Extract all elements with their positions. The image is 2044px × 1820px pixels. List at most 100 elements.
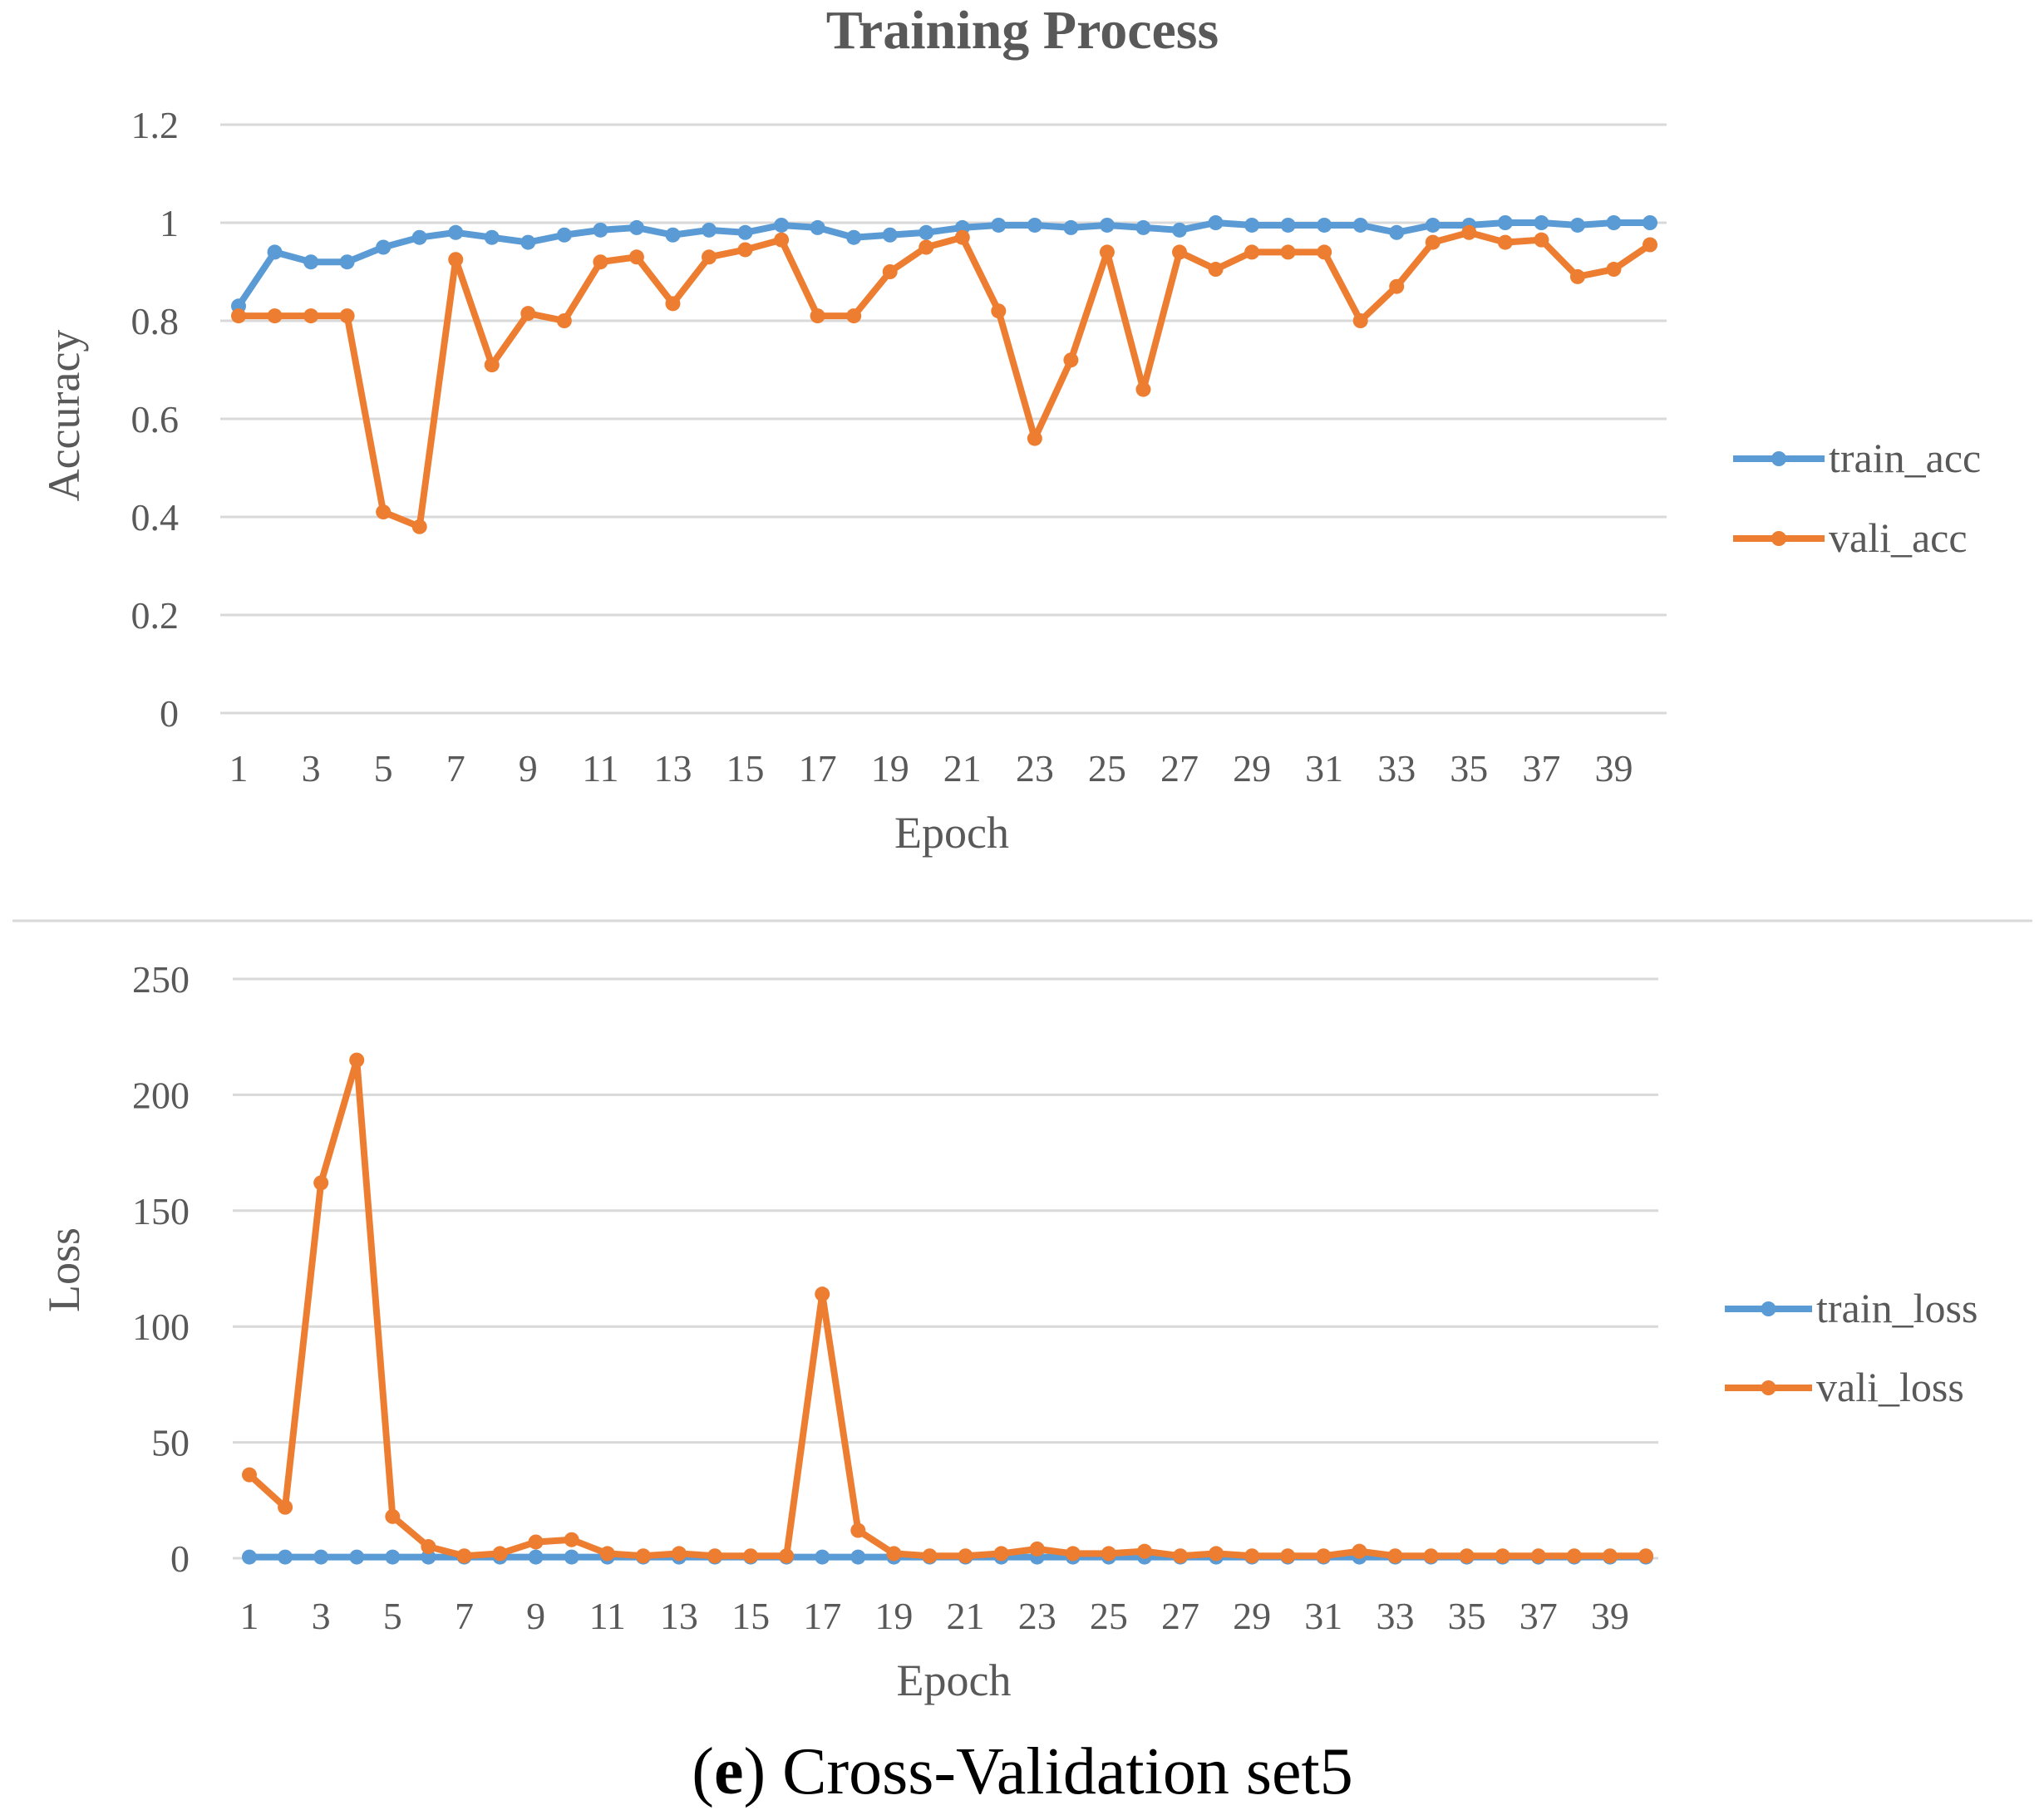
data-point-train_acc [774, 217, 790, 233]
data-point-vali_loss [743, 1548, 759, 1564]
data-point-vali_acc [1497, 234, 1513, 250]
x-tick-label: 5 [383, 1595, 402, 1637]
data-point-train_acc [1425, 217, 1441, 233]
data-point-vali_loss [1387, 1548, 1403, 1564]
data-point-train_acc [846, 229, 862, 245]
x-tick-label: 33 [1377, 747, 1416, 789]
data-point-vali_acc [628, 249, 644, 265]
data-point-vali_loss [313, 1175, 329, 1191]
data-point-train_acc [448, 224, 464, 240]
data-point-train_acc [1099, 217, 1115, 233]
data-point-train_acc [702, 222, 717, 238]
y-tick-label: 1 [160, 202, 179, 244]
data-point-vali_acc [1606, 262, 1622, 278]
data-point-train_acc [1534, 215, 1549, 230]
data-point-train_loss [850, 1549, 866, 1565]
data-point-train_acc [1172, 222, 1187, 238]
x-tick-label: 33 [1376, 1595, 1414, 1637]
data-point-vali_loss [1244, 1548, 1260, 1564]
x-tick-label: 21 [943, 747, 982, 789]
legend-label-vali_acc: vali_acc [1829, 514, 1968, 561]
data-point-vali_acc [702, 249, 717, 265]
x-tick-label: 11 [582, 747, 618, 789]
data-point-train_acc [1027, 217, 1042, 233]
x-tick-label: 35 [1450, 747, 1488, 789]
data-point-vali_acc [1352, 313, 1368, 328]
data-point-train_loss [564, 1549, 579, 1565]
data-point-train_acc [520, 234, 536, 250]
legend-marker-vali_loss [1761, 1380, 1776, 1395]
x-axis-title: Epoch [897, 1655, 1012, 1705]
caption-label: e [714, 1735, 744, 1808]
x-tick-label: 35 [1448, 1595, 1486, 1637]
data-point-vali_loss [1101, 1546, 1116, 1562]
legend-marker-train_acc [1771, 451, 1786, 466]
x-tick-label: 29 [1233, 747, 1271, 789]
x-tick-label: 31 [1305, 747, 1343, 789]
x-tick-label: 29 [1233, 1595, 1271, 1637]
x-tick-label: 3 [302, 747, 321, 789]
data-point-train_acc [1063, 219, 1079, 235]
x-tick-label: 19 [874, 1595, 913, 1637]
y-tick-label: 100 [132, 1306, 190, 1348]
data-point-vali_acc [1027, 430, 1042, 446]
data-point-vali_acc [665, 296, 681, 312]
series-line-train_acc [235, 219, 1653, 310]
data-point-vali_acc [1280, 244, 1296, 260]
x-tick-label: 13 [653, 747, 692, 789]
x-tick-label: 27 [1160, 747, 1199, 789]
data-point-vali_acc [411, 519, 427, 534]
data-point-vali_loss [993, 1546, 1009, 1562]
data-point-train_loss [528, 1549, 544, 1565]
data-point-vali_acc [1389, 278, 1405, 294]
data-point-vali_loss [492, 1546, 508, 1562]
x-tick-label: 27 [1161, 1595, 1199, 1637]
data-point-vali_loss [779, 1548, 795, 1564]
data-point-vali_acc [448, 252, 464, 268]
y-tick-label: 0.4 [131, 496, 180, 539]
y-tick-label: 150 [132, 1190, 190, 1232]
data-point-vali_loss [1280, 1548, 1296, 1564]
data-point-vali_acc [774, 232, 790, 248]
data-point-vali_loss [599, 1546, 615, 1562]
x-tick-label: 15 [726, 747, 765, 789]
y-axis-title: Accuracy [39, 330, 89, 502]
data-point-vali_acc [1172, 244, 1187, 260]
data-point-train_acc [376, 239, 392, 255]
x-tick-label: 23 [1018, 1595, 1056, 1637]
data-point-vali_loss [1209, 1546, 1224, 1562]
data-point-vali_loss [671, 1546, 687, 1562]
x-tick-label: 7 [446, 747, 465, 789]
x-tick-label: 17 [799, 747, 837, 789]
data-point-train_loss [242, 1549, 257, 1565]
series-line-vali_acc [235, 229, 1653, 530]
data-point-train_acc [1497, 215, 1513, 230]
data-point-vali_acc [231, 308, 246, 324]
legend-label-vali_loss: vali_loss [1816, 1364, 1964, 1410]
data-point-train_acc [303, 254, 319, 270]
x-tick-label: 23 [1016, 747, 1054, 789]
data-point-vali_loss [278, 1499, 293, 1515]
data-point-vali_loss [635, 1548, 651, 1564]
data-point-train_acc [593, 222, 608, 238]
x-tick-label: 1 [240, 1595, 259, 1637]
data-point-vali_loss [385, 1508, 401, 1524]
x-tick-label: 11 [589, 1595, 626, 1637]
x-tick-label: 15 [731, 1595, 770, 1637]
legend-marker-vali_acc [1771, 531, 1786, 546]
x-tick-label: 9 [526, 1595, 545, 1637]
data-point-train_acc [1352, 217, 1368, 233]
data-point-vali_loss [1173, 1548, 1188, 1564]
data-point-vali_acc [593, 254, 608, 270]
data-point-vali_loss [815, 1286, 830, 1302]
legend-label-train_acc: train_acc [1829, 435, 1981, 481]
data-point-vali_loss [1423, 1548, 1439, 1564]
data-point-train_acc [1606, 215, 1622, 230]
y-tick-label: 200 [132, 1074, 190, 1116]
data-point-train_acc [919, 224, 934, 240]
data-point-train_loss [385, 1549, 401, 1565]
data-point-vali_loss [1495, 1548, 1510, 1564]
data-point-vali_acc [376, 504, 392, 520]
data-point-train_acc [810, 219, 825, 235]
